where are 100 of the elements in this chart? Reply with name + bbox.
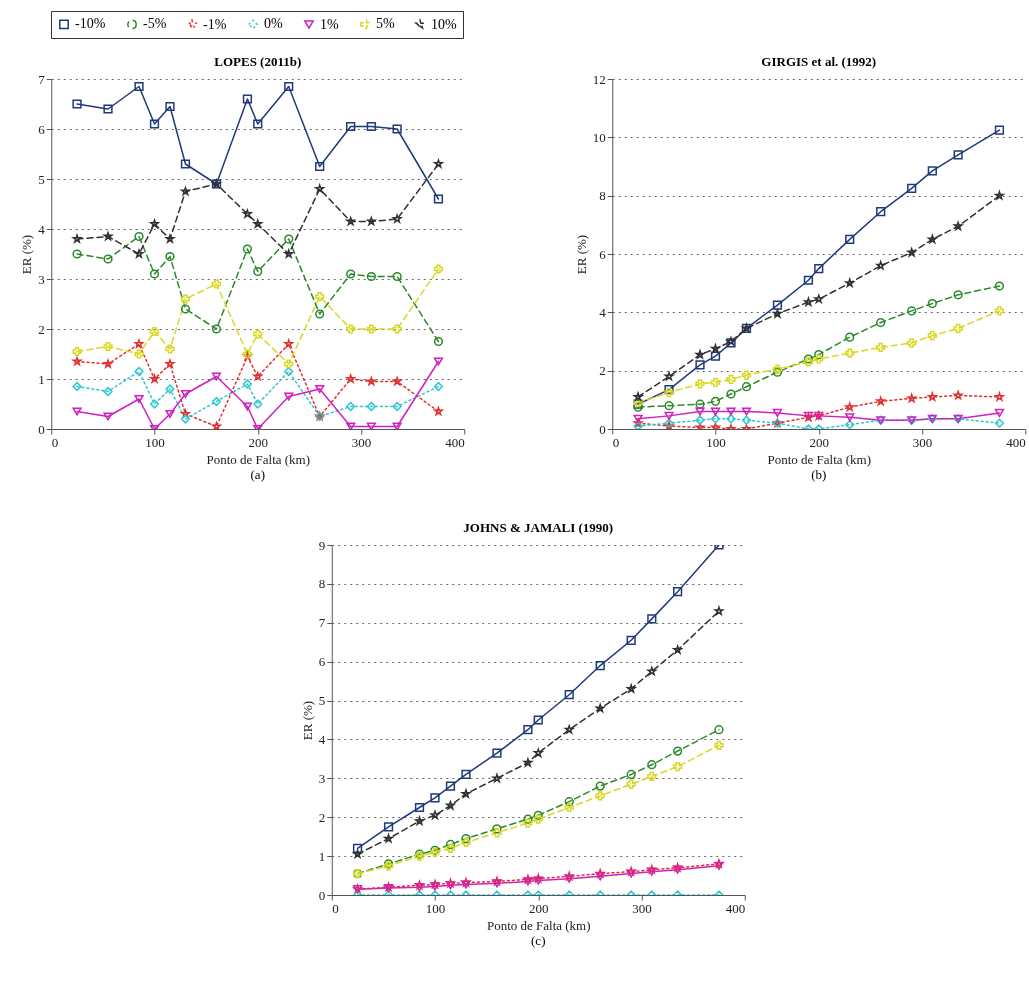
point — [242, 244, 253, 254]
point — [346, 401, 356, 412]
point — [284, 234, 294, 244]
point — [533, 810, 543, 820]
point — [134, 349, 144, 359]
point — [492, 773, 502, 783]
point — [695, 422, 705, 429]
point — [72, 356, 82, 366]
point — [366, 271, 376, 282]
point — [103, 359, 113, 368]
point — [664, 411, 674, 420]
point — [695, 407, 705, 416]
y-axis-title: ER (%) — [573, 234, 589, 275]
point — [242, 94, 253, 104]
point — [149, 326, 160, 337]
y-tick-label: 5 — [38, 171, 45, 187]
y-axis-title: ER (%) — [299, 700, 315, 741]
point — [814, 263, 824, 274]
point — [392, 124, 402, 134]
point — [165, 344, 175, 354]
point — [953, 323, 963, 333]
point — [741, 407, 752, 416]
point — [814, 294, 824, 304]
point — [315, 384, 325, 394]
x-tick-label: 200 — [248, 434, 268, 450]
legend-label: 5% — [376, 16, 395, 32]
point — [492, 824, 502, 834]
point — [211, 396, 222, 407]
point — [149, 119, 160, 129]
point — [103, 341, 113, 352]
point — [72, 407, 82, 416]
point — [445, 839, 456, 850]
y-tick-label: 6 — [38, 121, 46, 137]
point — [315, 161, 325, 172]
point — [165, 234, 175, 243]
point — [366, 376, 376, 386]
point — [346, 324, 356, 334]
point — [714, 740, 724, 750]
point — [695, 379, 705, 389]
point — [664, 371, 674, 381]
point — [772, 408, 783, 418]
point — [445, 843, 456, 853]
x-tick-label: 300 — [351, 434, 372, 450]
point — [726, 414, 736, 424]
y-tick-label: 0 — [318, 887, 326, 903]
point — [845, 413, 855, 422]
point — [346, 269, 356, 279]
point — [346, 422, 356, 429]
point — [72, 249, 82, 259]
point — [876, 317, 886, 328]
point — [346, 121, 356, 132]
point — [392, 214, 402, 223]
x-axis-title: Ponto de Falta (km) — [206, 451, 311, 467]
point — [134, 366, 144, 377]
point — [165, 384, 175, 394]
point — [315, 184, 325, 193]
point — [845, 278, 855, 288]
point — [366, 401, 376, 412]
point — [994, 408, 1005, 418]
point — [647, 760, 657, 770]
text: (c) — [531, 933, 546, 948]
point — [927, 298, 937, 309]
point — [103, 412, 113, 421]
point — [876, 207, 886, 217]
point — [647, 614, 657, 624]
point — [352, 843, 363, 853]
point — [626, 769, 636, 780]
chart-title: JOHNS & JAMALI (1990) — [463, 520, 614, 535]
y-tick-label: 1 — [318, 848, 326, 864]
point — [461, 834, 471, 844]
legend-label: -5% — [143, 16, 167, 32]
x-tick-label: 0 — [612, 434, 620, 450]
point — [284, 81, 294, 92]
point — [714, 725, 724, 735]
point — [595, 791, 605, 801]
point — [433, 381, 444, 392]
point — [72, 381, 82, 392]
point — [907, 183, 917, 193]
point — [253, 399, 263, 409]
point — [165, 101, 175, 112]
x-tick-label: 0 — [51, 434, 59, 450]
point — [211, 324, 222, 334]
legend-label: 0% — [264, 16, 283, 32]
point — [165, 359, 175, 368]
y-tick-label: 7 — [38, 71, 46, 87]
point — [953, 390, 963, 400]
point — [445, 881, 456, 890]
point — [845, 348, 855, 358]
text: (b) — [811, 467, 827, 482]
point — [523, 818, 533, 828]
x-tick-label: 300 — [632, 900, 652, 916]
x-tick-label: 400 — [1006, 434, 1026, 450]
point — [673, 762, 683, 772]
point — [927, 166, 937, 176]
point — [103, 231, 113, 241]
point — [726, 389, 736, 399]
point — [523, 814, 533, 824]
point — [392, 401, 402, 412]
point — [533, 715, 543, 725]
point — [595, 872, 605, 881]
